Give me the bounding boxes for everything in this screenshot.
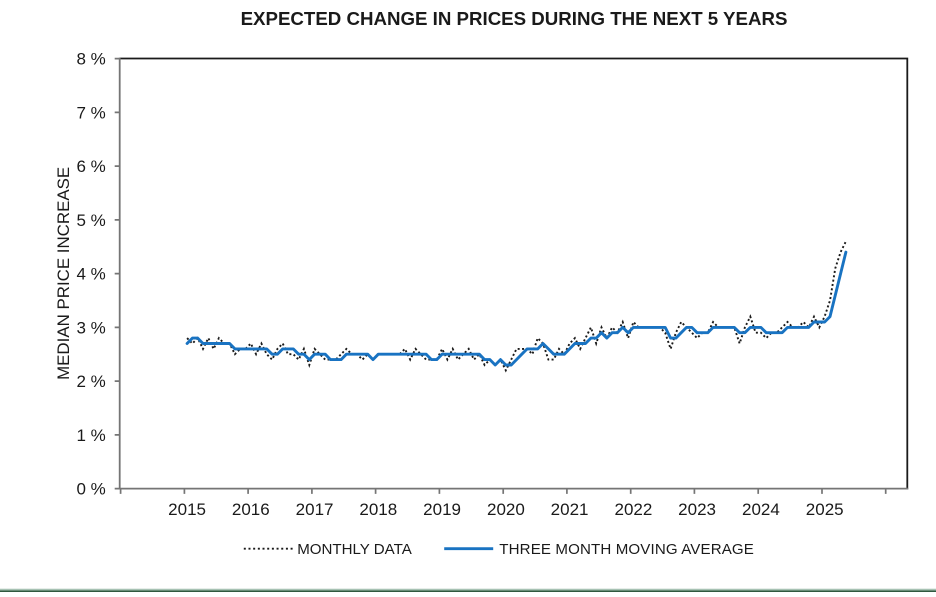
svg-text:2022: 2022: [614, 500, 652, 519]
svg-text:4 %: 4 %: [77, 265, 106, 284]
svg-text:1 %: 1 %: [77, 426, 106, 445]
svg-text:7 %: 7 %: [77, 104, 106, 123]
svg-text:2020: 2020: [487, 500, 525, 519]
svg-text:2021: 2021: [551, 500, 589, 519]
svg-text:6 %: 6 %: [77, 157, 106, 176]
svg-text:2023: 2023: [678, 500, 716, 519]
svg-text:THREE MONTH MOVING AVERAGE: THREE MONTH MOVING AVERAGE: [499, 541, 754, 558]
svg-text:EXPECTED CHANGE IN PRICES DURI: EXPECTED CHANGE IN PRICES DURING THE NEX…: [241, 8, 788, 29]
svg-text:2025: 2025: [806, 500, 844, 519]
svg-text:2024: 2024: [742, 500, 780, 519]
svg-text:2016: 2016: [232, 500, 270, 519]
svg-text:2017: 2017: [296, 500, 334, 519]
svg-text:2018: 2018: [359, 500, 397, 519]
svg-text:5 %: 5 %: [77, 211, 106, 230]
svg-text:8 %: 8 %: [77, 50, 106, 69]
svg-text:2 %: 2 %: [77, 372, 106, 391]
svg-text:MONTHLY DATA: MONTHLY DATA: [297, 541, 413, 558]
svg-text:2015: 2015: [168, 500, 206, 519]
svg-text:3 %: 3 %: [77, 319, 106, 338]
svg-text:0 %: 0 %: [77, 480, 106, 499]
svg-text:2019: 2019: [423, 500, 461, 519]
svg-text:MEDIAN PRICE INCREASE: MEDIAN PRICE INCREASE: [54, 167, 73, 380]
